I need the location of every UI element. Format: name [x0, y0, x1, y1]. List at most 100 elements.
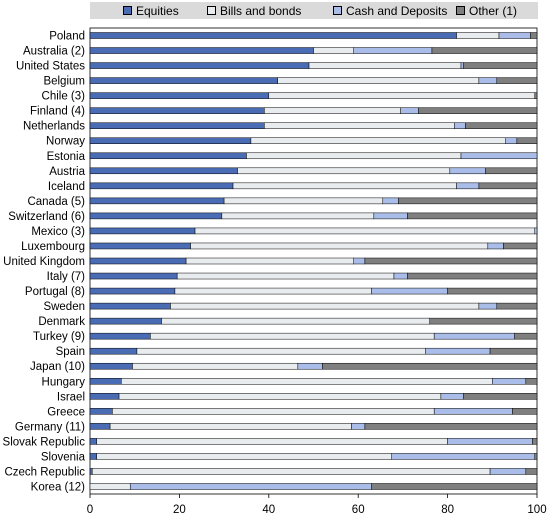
bar-other-1-turkey-9 [514, 332, 538, 340]
bar-bills-and-bonds-luxembourg [190, 242, 489, 250]
bar-bills-and-bonds-czech-republic [91, 468, 491, 475]
bar-cash-and-deposits-united-kingdom [353, 257, 366, 265]
category-label-belgium: Belgium [43, 76, 85, 88]
bar-bills-and-bonds-poland [456, 32, 500, 39]
bar-equities-spain [89, 347, 138, 355]
legend: Equities Bills and bonds Cash and Deposi… [90, 2, 538, 19]
category-label-slovenia: Slovenia [41, 451, 86, 463]
bar-bills-and-bonds-norway [250, 137, 506, 144]
bar-equities-estonia [89, 152, 247, 160]
bar-other-1-belgium [496, 77, 538, 84]
bar-other-1-iceland [478, 182, 538, 190]
x-tick-label-20: 20 [173, 504, 186, 516]
bar-bills-and-bonds-italy-7 [176, 272, 395, 280]
category-label-germany-11: Germany (11) [15, 421, 85, 433]
bar-equities-italy-7 [89, 272, 178, 280]
bar-other-1-slovak-republic [532, 438, 538, 445]
bar-equities-germany-11 [89, 423, 111, 430]
bar-other-1-united-states [462, 62, 538, 69]
bar-bills-and-bonds-belgium [277, 77, 480, 84]
category-label-spain: Spain [56, 346, 85, 358]
bar-cash-and-deposits-canada-5 [382, 197, 399, 205]
bar-equities-slovak-republic [89, 438, 97, 445]
bar-bills-and-bonds-greece [112, 408, 435, 415]
category-label-hungary: Hungary [42, 376, 86, 388]
bar-cash-and-deposits-italy-7 [393, 272, 408, 280]
bar-equities-switzerland-6 [89, 212, 223, 220]
bar-bills-and-bonds-estonia [246, 152, 462, 160]
bar-cash-and-deposits-netherlands [454, 122, 466, 129]
bar-cash-and-deposits-slovenia [391, 453, 536, 460]
bar-other-1-czech-republic [525, 468, 538, 475]
legend-label-other: Other (1) [469, 4, 518, 18]
category-label-australia-2: Australia (2) [23, 46, 85, 58]
bar-equities-canada-5 [89, 197, 225, 205]
legend-label-bills-and-bonds: Bills and bonds [220, 4, 302, 18]
bar-equities-czech-republic [89, 468, 93, 475]
category-label-iceland: Iceland [48, 181, 85, 193]
bar-bills-and-bonds-chile-3 [268, 92, 536, 99]
legend-swatch-bills-and-bonds [207, 6, 216, 15]
bar-bills-and-bonds-mexico-3 [194, 227, 536, 235]
bar-equities-iceland [89, 182, 234, 190]
bar-bills-and-bonds-turkey-9 [150, 332, 435, 340]
bar-other-1-korea-12 [371, 483, 538, 490]
bar-cash-and-deposits-united-states [460, 62, 464, 69]
bar-cash-and-deposits-finland-4 [400, 107, 419, 114]
category-label-sweden: Sweden [43, 301, 85, 313]
bar-cash-and-deposits-iceland [456, 182, 480, 190]
bar-bills-and-bonds-australia-2 [313, 47, 354, 54]
category-label-finland-4: Finland (4) [30, 106, 85, 118]
bar-cash-and-deposits-korea-12 [129, 483, 372, 490]
x-tick-label-100: 100 [527, 504, 546, 516]
category-label-norway: Norway [46, 136, 85, 148]
bar-cash-and-deposits-spain [425, 347, 491, 355]
bar-cash-and-deposits-switzerland-6 [373, 212, 408, 220]
bar-other-1-luxembourg [503, 242, 538, 250]
bar-bills-and-bonds-germany-11 [109, 423, 352, 430]
bar-cash-and-deposits-australia-2 [353, 47, 433, 54]
bar-other-1-sweden [496, 302, 538, 310]
bar-cash-and-deposits-slovak-republic [447, 438, 533, 445]
bar-other-1-spain [489, 347, 538, 355]
x-tick-label-40: 40 [262, 504, 275, 516]
bar-bills-and-bonds-slovenia [96, 453, 392, 460]
category-label-canada-5: Canada (5) [27, 196, 85, 208]
bar-bills-and-bonds-hungary [121, 378, 493, 385]
bar-cash-and-deposits-israel [440, 393, 464, 400]
bar-other-1-poland [530, 32, 538, 39]
bar-equities-united-states [89, 62, 310, 69]
bar-cash-and-deposits-estonia [460, 152, 538, 160]
bar-bills-and-bonds-japan-10 [132, 362, 299, 370]
bar-equities-japan-10 [89, 362, 133, 370]
bar-cash-and-deposits-mexico-3 [534, 227, 538, 235]
bar-equities-greece [89, 408, 113, 415]
bar-equities-belgium [89, 77, 278, 84]
legend-swatch-cash-and-deposits [333, 6, 342, 15]
bar-other-1-germany-11 [364, 423, 538, 430]
category-label-turkey-9: Turkey (9) [33, 331, 85, 343]
bar-equities-australia-2 [89, 47, 314, 54]
category-label-poland: Poland [49, 31, 85, 43]
bar-cash-and-deposits-greece [433, 408, 513, 415]
category-label-estonia: Estonia [47, 151, 86, 163]
bar-other-1-switzerland-6 [407, 212, 538, 220]
legend-swatch-equities [123, 6, 132, 15]
bar-equities-mexico-3 [89, 227, 196, 235]
bar-other-1-australia-2 [431, 47, 538, 54]
category-label-greece: Greece [47, 406, 85, 418]
bar-bills-and-bonds-netherlands [264, 122, 455, 129]
legend-label-equities: Equities [136, 4, 179, 18]
bar-other-1-united-kingdom [364, 257, 538, 265]
bar-bills-and-bonds-sweden [170, 302, 480, 310]
category-label-japan-10: Japan (10) [30, 361, 85, 373]
bar-bills-and-bonds-portugal-8 [174, 287, 372, 295]
category-label-netherlands: Netherlands [23, 121, 85, 133]
bar-cash-and-deposits-austria [449, 167, 486, 175]
category-label-mexico-3: Mexico (3) [31, 226, 85, 238]
bar-bills-and-bonds-spain [136, 347, 426, 355]
category-label-austria: Austria [49, 166, 85, 178]
category-label-korea-12: Korea (12) [31, 481, 86, 493]
category-label-united-states: United States [16, 61, 85, 73]
